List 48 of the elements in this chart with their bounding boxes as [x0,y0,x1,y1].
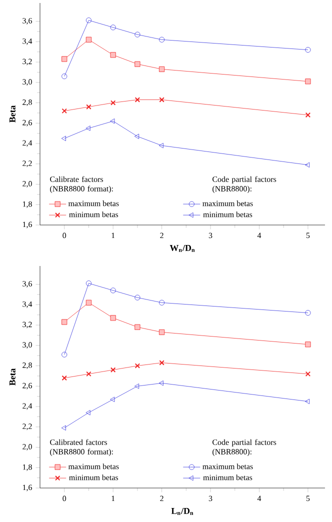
point [86,36,92,42]
point [134,61,140,67]
point [110,24,116,30]
point [86,300,92,306]
point [110,367,116,372]
point [159,360,164,366]
y-axis-title: Beta [9,368,16,386]
point [110,118,115,124]
point [134,294,140,300]
point [110,52,116,58]
point [134,32,140,38]
point [86,410,90,416]
point [159,66,165,72]
point [304,162,310,168]
point [134,97,140,102]
point [86,371,92,377]
point [86,104,92,110]
point [159,329,165,335]
x-axis-title: W$_{n}$/D$_{n}$ [170,244,195,252]
point [134,384,140,389]
point [86,18,92,24]
point [61,425,66,431]
point [305,310,311,316]
point [86,280,92,286]
point [134,134,140,140]
point [134,324,140,330]
point [159,97,164,102]
y-axis-title: Beta [9,105,16,123]
point [110,396,115,402]
point [304,398,310,404]
point [305,342,311,348]
point [62,56,68,62]
point [158,142,164,148]
point [159,36,165,42]
point [110,100,116,106]
point [159,300,165,306]
point [134,363,140,368]
point [61,136,66,142]
point [62,352,68,358]
point [305,47,311,53]
point [305,78,311,84]
point [110,288,116,294]
point [158,380,164,386]
point [62,74,68,80]
x-axis-title: L$_{n}$/D$_{n}$ [171,508,194,515]
point [62,319,68,325]
point [110,315,116,321]
point [86,126,90,131]
